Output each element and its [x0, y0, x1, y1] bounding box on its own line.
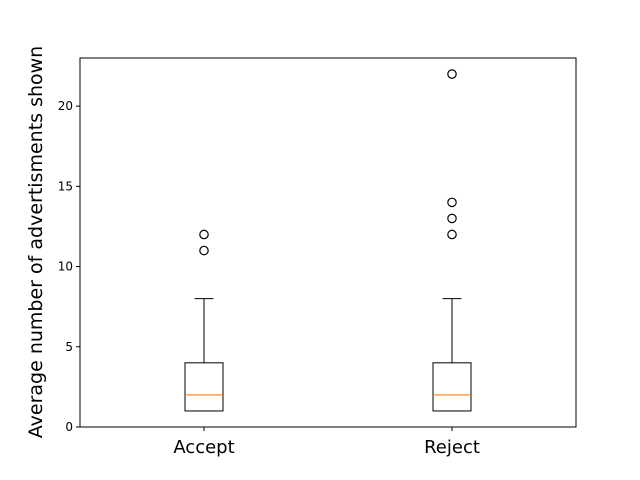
y-tick-label: 5 — [65, 340, 73, 354]
x-axis: Accept Reject — [173, 427, 480, 458]
box-iqr — [184, 362, 224, 412]
outlier-point — [447, 69, 457, 79]
box-accept — [184, 229, 224, 412]
y-tick-label: 20 — [58, 99, 73, 113]
x-tick-label-accept: Accept — [173, 437, 234, 458]
box-iqr — [432, 362, 472, 412]
plot-area — [184, 69, 472, 412]
box-reject — [432, 69, 472, 412]
x-tick-label-reject: Reject — [424, 437, 480, 458]
outlier-point — [199, 245, 209, 256]
outlier-point — [199, 229, 209, 240]
outlier-point — [447, 197, 457, 208]
y-tick-label: 10 — [58, 260, 73, 274]
y-tick-label: 15 — [58, 179, 73, 193]
plot-frame — [79, 57, 577, 428]
outlier-point — [447, 229, 457, 240]
outlier-point — [447, 213, 457, 224]
y-axis: 0 5 10 15 20 — [58, 99, 80, 434]
y-axis-title: Average number of advertisments shown — [25, 46, 47, 438]
y-tick-label: 0 — [65, 420, 73, 434]
